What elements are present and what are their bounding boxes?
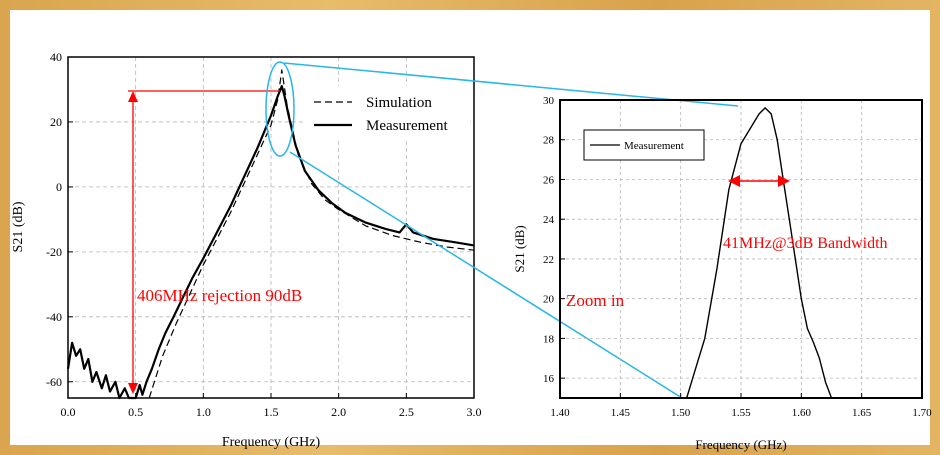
main-legend-label-measurement: Measurement: [366, 118, 448, 134]
zoom-y-tick-label: 16: [543, 373, 555, 385]
main-y-tick-label: -20: [46, 245, 62, 259]
zoom-region-ellipse: [265, 61, 295, 157]
zoom-y-tick-label: 24: [543, 214, 555, 226]
bandwidth-annotation: 41MHz@3dB Bandwidth: [723, 175, 888, 252]
zoom-x-tick-label: 1.65: [852, 407, 872, 419]
main-y-tick-label: -60: [46, 375, 62, 389]
zoom-x-tick-label: 1.50: [671, 407, 691, 419]
main-x-axis-label: Frequency (GHz): [222, 435, 321, 450]
zoom-connector-lower: [289, 151, 683, 399]
main-x-tick-label: 2.5: [399, 405, 414, 419]
rejection-annotation: 406MHz rejection 90dB: [128, 90, 302, 394]
bandwidth-annotation-text: 41MHz@3dB Bandwidth: [723, 235, 888, 252]
rejection-arrow-head-bottom: [128, 383, 138, 394]
zoom-chart-legend: Measurement: [583, 129, 705, 161]
main-series-simulation: [148, 69, 475, 399]
main-y-tick-label: 20: [50, 115, 62, 129]
main-x-tick-label: 2.0: [331, 405, 346, 419]
zoom-connector-upper: [283, 62, 739, 107]
main-x-tick-label: 0.5: [128, 405, 143, 419]
zoom-x-tick-label: 1.40: [550, 407, 570, 419]
zoom-x-tick-label: 1.45: [611, 407, 631, 419]
main-chart-plot-frame: [67, 56, 475, 399]
zoom-y-tick-label: 22: [543, 254, 554, 266]
main-legend-label-simulation: Simulation: [366, 95, 432, 111]
zoom-legend-label: Measurement: [624, 140, 684, 152]
main-x-tick-label: 1.0: [196, 405, 211, 419]
main-chart-ticks: 0.0 0.5 1.0 1.5 2.0 2.5 3.0 -60 -40 -20 0 20 40: [46, 50, 482, 419]
zoomed-s21-chart: 1.40 1.45 1.50 1.55 1.60 1.65 1.70 16 18 20 22 24 26…: [512, 95, 932, 452]
zoom-x-axis-label: Frequency (GHz): [695, 437, 786, 452]
zoom-chart-plot-frame: [559, 99, 923, 399]
bandwidth-arrow-head-right: [778, 175, 790, 187]
zoom-y-tick-label: 30: [543, 95, 555, 107]
main-x-tick-label: 0.0: [61, 405, 76, 419]
main-legend-box: [305, 86, 470, 140]
zoom-y-tick-label: 18: [543, 333, 555, 345]
zoom-y-tick-label: 20: [543, 294, 555, 306]
zoom-series-measurement: [686, 107, 833, 399]
main-x-tick-label: 3.0: [467, 405, 482, 419]
main-y-tick-label: -40: [46, 310, 62, 324]
rejection-annotation-text: 406MHz rejection 90dB: [137, 286, 302, 305]
main-chart-legend: Simulation Measurement: [305, 86, 470, 140]
zoom-x-tick-label: 1.60: [792, 407, 812, 419]
main-y-tick-label: 0: [56, 180, 62, 194]
main-chart-series: [66, 69, 475, 400]
rejection-arrow-head-top: [128, 91, 138, 102]
zoom-y-tick-label: 28: [543, 135, 555, 147]
zoom-x-tick-label: 1.55: [731, 407, 751, 419]
zoom-chart-ticks: 1.40 1.45 1.50 1.55 1.60 1.65 1.70 16 18 20 22 24 26…: [543, 95, 932, 419]
zoom-chart-series: [686, 107, 833, 399]
main-s21-chart: 0.0 0.5 1.0 1.5 2.0 2.5 3.0 -60 -40 -20 0 20 40 Freq…: [11, 50, 482, 450]
zoom-y-axis-label: S21 (dB): [512, 225, 527, 272]
figure-background: [10, 10, 930, 445]
zoom-in-label: Zoom in: [566, 291, 625, 310]
main-x-tick-label: 1.5: [264, 405, 279, 419]
main-y-axis-label: S21 (dB): [11, 201, 26, 252]
main-series-measurement: [66, 85, 475, 400]
zoom-y-tick-label: 26: [543, 174, 555, 186]
bandwidth-arrow-head-left: [728, 175, 740, 187]
zoom-x-tick-label: 1.70: [912, 407, 932, 419]
main-y-tick-label: 40: [50, 50, 62, 64]
